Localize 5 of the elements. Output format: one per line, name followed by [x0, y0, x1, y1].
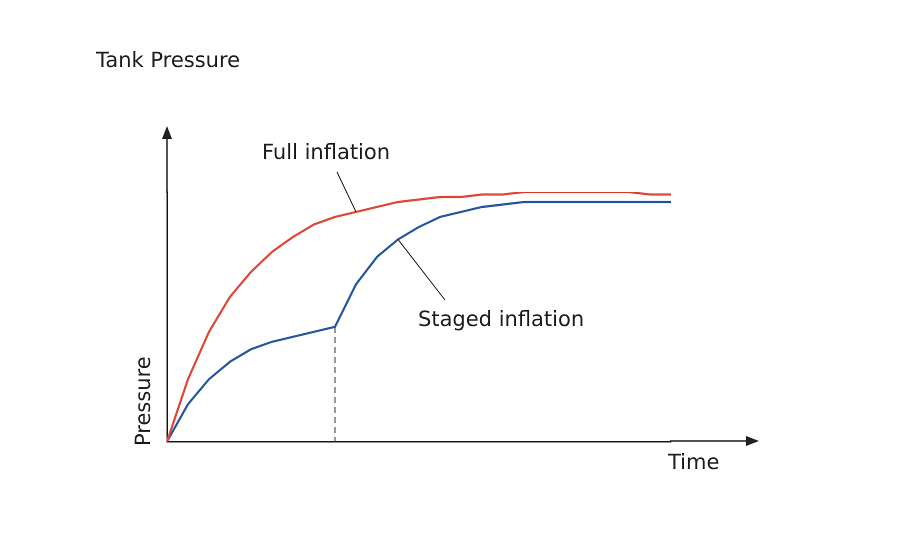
text: Full inflation [262, 140, 390, 164]
annotation: Staged inflation [418, 307, 584, 331]
chart-title: Tank Pressure [96, 48, 240, 72]
y-axis-title: Pressure [131, 356, 155, 446]
x-axis-title: Time [668, 450, 720, 474]
